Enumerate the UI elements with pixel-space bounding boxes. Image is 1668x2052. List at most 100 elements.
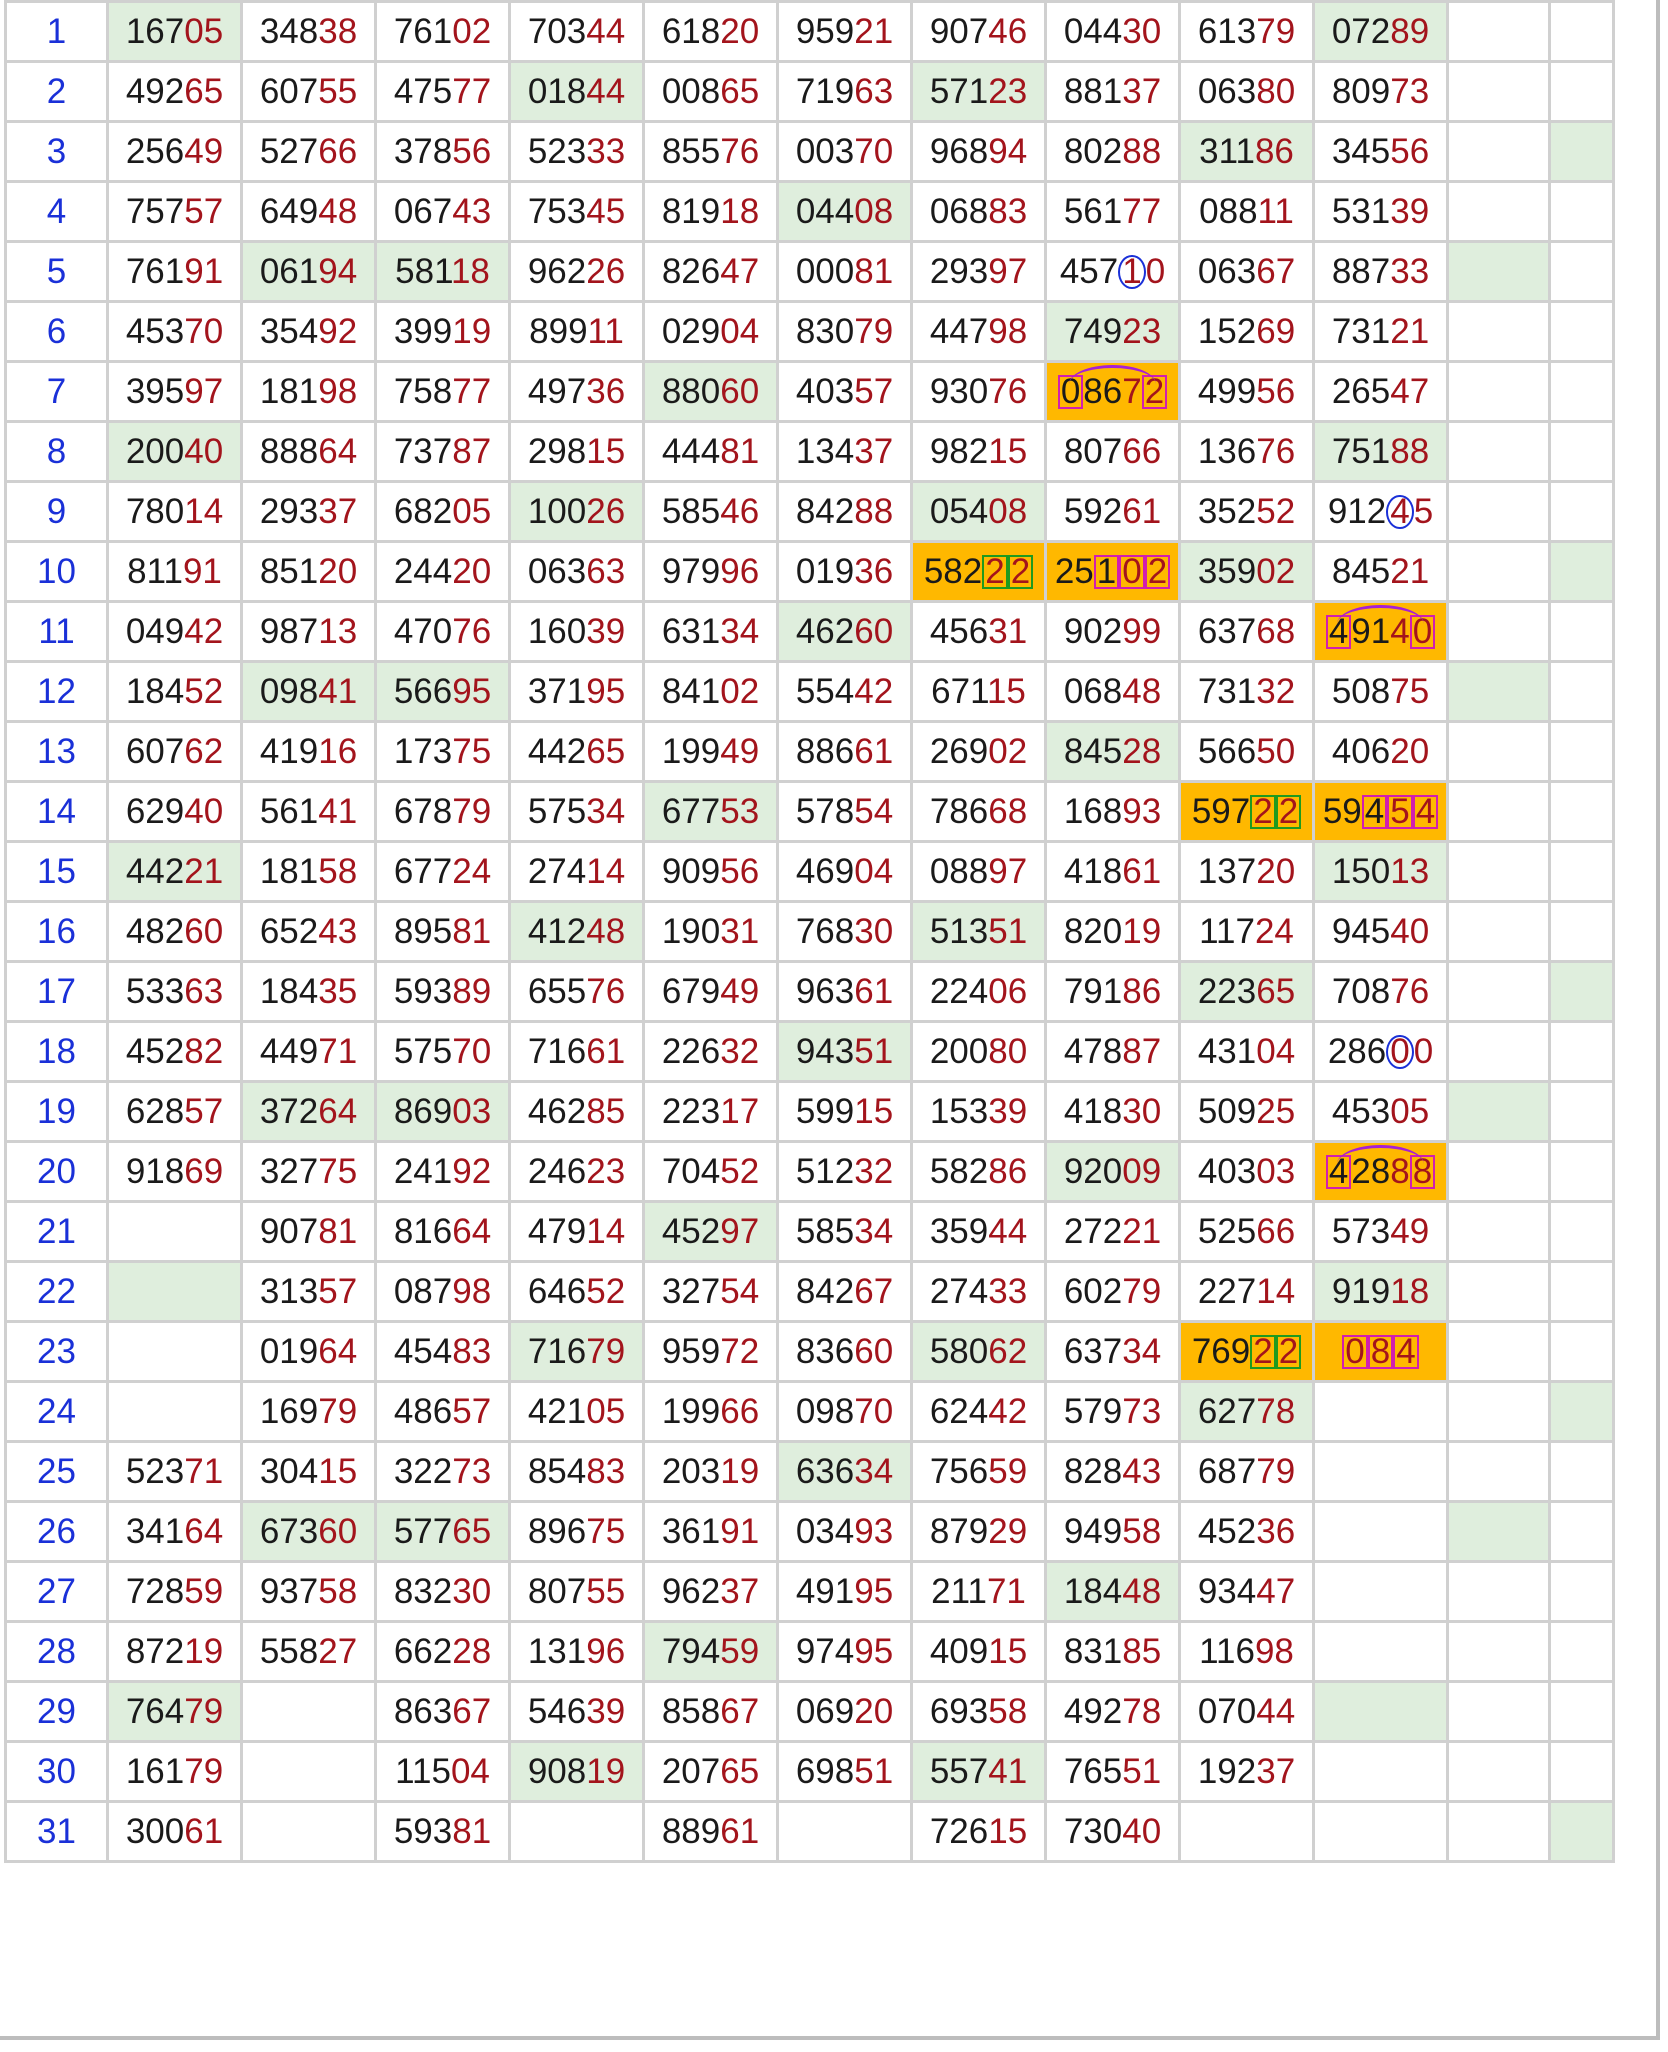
result-number: 06194 (259, 251, 358, 291)
table-row: 17 53363 18435 59389 65576 67949 96361 22406 791… (4, 960, 1615, 1023)
result-number: 83185 (1063, 1631, 1162, 1671)
result-number: 75877 (393, 371, 492, 411)
result-number: 65243 (259, 911, 358, 951)
result-cell: 61379 (1178, 0, 1315, 63)
result-number: 91918 (1331, 1271, 1430, 1311)
result-cell: 83185 (1044, 1620, 1181, 1683)
result-number: 46285 (527, 1091, 626, 1131)
result-cell: 58286 (910, 1140, 1047, 1203)
result-cell: 52766 (240, 120, 377, 183)
result-cell: 49195 (776, 1560, 913, 1623)
extra-cell (1446, 1140, 1551, 1203)
result-cell: 71679 (508, 1320, 645, 1383)
result-cell: 55827 (240, 1620, 377, 1683)
result-cell: 55741 (910, 1740, 1047, 1803)
result-cell: 34556 (1312, 120, 1449, 183)
extra-cell (1446, 420, 1551, 483)
result-cell: 06883 (910, 180, 1047, 243)
result-number: 56650 (1197, 731, 1296, 771)
extra-cell (1446, 1500, 1551, 1563)
result-cell: 06848 (1044, 660, 1181, 723)
result-cell: 09841 (240, 660, 377, 723)
result-cell (1312, 1560, 1449, 1623)
result-number: 98713 (259, 611, 358, 651)
tail-cell (1548, 660, 1615, 723)
result-number: 96361 (795, 971, 894, 1011)
result-number: 22714 (1197, 1271, 1296, 1311)
result-number: 37856 (393, 131, 492, 171)
result-cell: 93447 (1178, 1560, 1315, 1623)
result-cell: 53363 (106, 960, 243, 1023)
result-cell: 84528 (1044, 720, 1181, 783)
day-number: 5 (4, 240, 109, 303)
result-cell: 82647 (642, 240, 779, 303)
tail-cell (1548, 540, 1615, 603)
result-cell: 44481 (642, 420, 779, 483)
result-cell: 78014 (106, 480, 243, 543)
result-cell: 62857 (106, 1080, 243, 1143)
tail-cell (1548, 240, 1615, 303)
boxed-digit: 0 (1342, 1334, 1368, 1369)
result-number: 46260 (795, 611, 894, 651)
result-cell: 29397 (910, 240, 1047, 303)
result-cell: 82019 (1044, 900, 1181, 963)
result-number: 49956 (1197, 371, 1296, 411)
boxed-digit: 2 (1275, 1334, 1302, 1369)
result-number: 13437 (795, 431, 894, 471)
result-cell: 08897 (910, 840, 1047, 903)
result-number: 44265 (527, 731, 626, 771)
result-number: 01844 (527, 71, 626, 111)
result-cell: 15269 (1178, 300, 1315, 363)
result-number: 00865 (661, 71, 760, 111)
result-cell: 58118 (374, 240, 511, 303)
boxed-digit: 4 (1325, 614, 1352, 649)
extra-cell (1446, 540, 1551, 603)
table-row: 12 18452 09841 56695 37195 84102 55442 67115 068… (4, 660, 1615, 723)
result-number: 50875 (1331, 671, 1430, 711)
result-number: 82647 (661, 251, 760, 291)
result-cell: 45370 (106, 300, 243, 363)
result-number: 31357 (259, 1271, 358, 1311)
result-cell (1312, 1800, 1449, 1863)
result-cell: 49140 (1312, 600, 1449, 663)
result-cell: 60755 (240, 60, 377, 123)
result-number: 57854 (795, 791, 894, 831)
result-cell: 40915 (910, 1620, 1047, 1683)
day-number: 6 (4, 300, 109, 363)
result-cell: 87929 (910, 1500, 1047, 1563)
result-number: 84267 (795, 1271, 894, 1311)
day-number: 18 (4, 1020, 109, 1083)
result-number: 44481 (661, 431, 760, 471)
tail-cell (1548, 1080, 1615, 1143)
result-cell: 27221 (1044, 1200, 1181, 1263)
boxed-digit: 1 (1093, 554, 1120, 589)
result-number: 94540 (1331, 911, 1430, 951)
result-number: 06883 (929, 191, 1028, 231)
boxed-digit: 8 (1409, 1154, 1436, 1189)
result-cell: 59381 (374, 1800, 511, 1863)
table-row: 20 91869 32775 24192 24623 70452 51232 58286 920… (4, 1140, 1615, 1203)
result-number: 59389 (393, 971, 492, 1011)
result-cell: 83230 (374, 1560, 511, 1623)
result-cell: 05408 (910, 480, 1047, 543)
result-number: 03493 (795, 1511, 894, 1551)
extra-cell (1446, 720, 1551, 783)
result-number: 75757 (125, 191, 224, 231)
table-row: 23 01964 45483 71679 95972 83660 58062 63734 769… (4, 1320, 1615, 1383)
result-number: 15339 (929, 1091, 1028, 1131)
result-cell: 06743 (374, 180, 511, 243)
result-cell: 13720 (1178, 840, 1315, 903)
result-number: 52566 (1197, 1211, 1296, 1251)
result-number: 11504 (395, 1751, 490, 1791)
result-cell: 59389 (374, 960, 511, 1023)
result-cell: 90299 (1044, 600, 1181, 663)
result-cell: 91918 (1312, 1260, 1449, 1323)
result-number: 17375 (393, 731, 492, 771)
result-number: 60762 (125, 731, 224, 771)
result-number: 86903 (393, 1091, 492, 1131)
result-cell (106, 1200, 243, 1263)
extra-cell (1446, 0, 1551, 63)
result-number: 42105 (527, 1391, 626, 1431)
result-cell: 26547 (1312, 360, 1449, 423)
result-number: 67753 (661, 791, 760, 831)
